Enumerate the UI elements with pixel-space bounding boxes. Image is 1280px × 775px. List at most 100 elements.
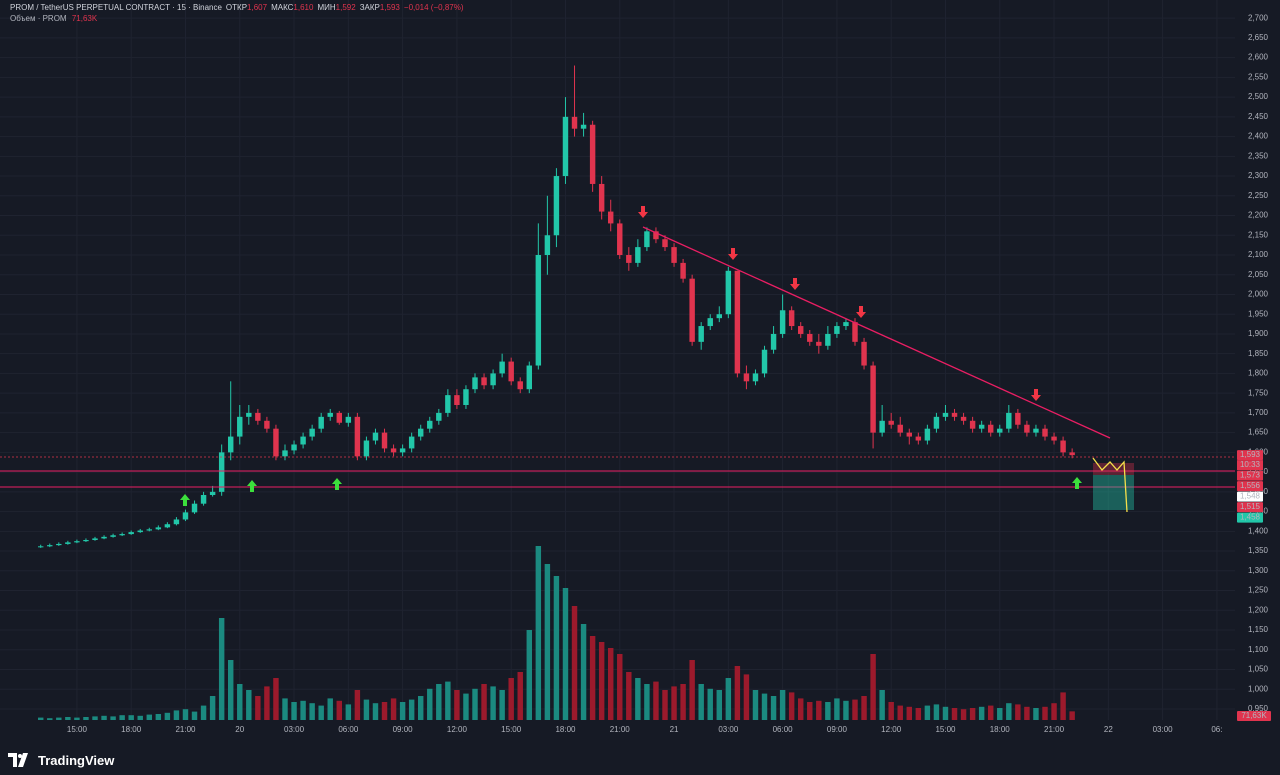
candle-body (191, 503, 198, 513)
ohlc-name: ЗАКР (360, 3, 380, 12)
candle-body (897, 424, 903, 433)
candle-body (146, 529, 152, 531)
y-axis-bg (1235, 0, 1280, 745)
background (0, 0, 1280, 745)
volume-title: Объем · PROM (10, 14, 67, 23)
up-arrow (180, 494, 190, 506)
volume-bar (74, 717, 80, 720)
volume-bar (200, 705, 207, 720)
volume-bar (481, 684, 487, 720)
stop-zone[interactable] (1093, 463, 1134, 475)
volume-bar (345, 704, 352, 720)
volume-bar (246, 690, 252, 720)
candle-body (662, 239, 668, 248)
x-tick-label: 20 (235, 725, 244, 734)
candle-body (472, 377, 478, 390)
candle-body (1060, 440, 1066, 453)
change: −0,014 (−0,87%) (404, 3, 464, 12)
candle-body (463, 389, 469, 405)
candle-body (399, 448, 406, 453)
candle-body (182, 512, 189, 520)
volume-bar (264, 686, 270, 720)
support-arrows (180, 477, 1082, 506)
y-tick-label: 1,350 (1248, 546, 1269, 555)
volume-bar (155, 714, 162, 720)
price-tag-label: 1,515 (1240, 502, 1261, 511)
down-arrow (728, 248, 738, 260)
price-tag-label: 1,573 (1240, 471, 1261, 480)
y-tick-label: 2,400 (1248, 132, 1269, 141)
y-tick-label: 2,150 (1248, 230, 1269, 239)
volume-bar (291, 702, 297, 720)
x-tick-label: 03:00 (718, 725, 739, 734)
volume-bar (182, 709, 189, 720)
x-tick-label: 15:00 (67, 725, 88, 734)
volume-value: 71,63K (72, 14, 98, 23)
ohlc-name: ОТКР (226, 3, 247, 12)
y-tick-label: 1,300 (1248, 566, 1269, 575)
candle-body (1015, 412, 1021, 425)
header: PROM / TetherUS PERPETUAL CONTRACT · 15 … (10, 3, 464, 12)
volume-bar (915, 708, 922, 720)
volume-tag (1237, 711, 1271, 721)
candle-body (101, 536, 107, 539)
y-tick-label: 2,600 (1248, 53, 1269, 62)
candle-body (906, 432, 912, 437)
candle-body (879, 420, 885, 433)
volume-bar (92, 716, 98, 720)
volume-bar (38, 717, 44, 720)
x-tick-label: 15:00 (935, 725, 956, 734)
y-tick-label: 1,700 (1248, 408, 1269, 417)
candle-body (924, 428, 931, 441)
volume-bar (354, 690, 361, 720)
countdown: 10:33 (1240, 460, 1261, 469)
volume-pane (38, 546, 1075, 720)
candle-body (689, 278, 695, 342)
volume-bar (237, 684, 243, 720)
volume-bar (997, 708, 1003, 720)
projection-path[interactable] (1092, 457, 1128, 513)
volume-bar (924, 705, 931, 720)
volume-bar (626, 672, 632, 720)
y-tick-label: 2,050 (1248, 270, 1269, 279)
volume-bar (933, 704, 940, 720)
x-tick-label: 12:00 (881, 725, 902, 734)
volume-bar (463, 693, 469, 720)
candle-body (571, 116, 578, 129)
ohlc-value: 1,610 (293, 3, 314, 12)
volume-bar (716, 690, 722, 720)
volume-bar (436, 684, 442, 720)
y-tick-label: 2,000 (1248, 290, 1269, 299)
down-arrow (638, 206, 648, 218)
volume-bar (589, 636, 596, 720)
candle-body (137, 530, 143, 533)
candle-body (390, 448, 397, 453)
ohlc-value: 1,593 (380, 3, 401, 12)
trend-line[interactable] (642, 226, 1111, 439)
candle-body (273, 428, 279, 457)
y-tick-label: 0,950 (1248, 704, 1269, 713)
volume-legend: Объем · PROM 71,63K (10, 14, 98, 23)
candle-body (843, 322, 849, 327)
volume-bar (309, 703, 315, 720)
volume-bar (960, 709, 967, 720)
x-tick-label: 22 (1104, 725, 1113, 734)
volume-bar (725, 678, 732, 720)
candle-body (716, 314, 722, 319)
candle-body (128, 532, 134, 535)
candle-body (454, 395, 460, 405)
candle-body (698, 326, 704, 342)
target-zone[interactable] (1093, 475, 1134, 510)
volume-bar (282, 698, 288, 720)
candle-body (997, 428, 1003, 433)
candle-body (933, 416, 940, 429)
candle-body (960, 416, 967, 421)
volume-bar (535, 546, 542, 720)
price-tag (1237, 450, 1263, 461)
candle-body (743, 373, 750, 382)
candle-body (816, 341, 822, 346)
candle-body (526, 365, 532, 390)
volume-bar (146, 714, 152, 720)
candle-body (544, 235, 551, 255)
volume-bar (761, 693, 768, 720)
